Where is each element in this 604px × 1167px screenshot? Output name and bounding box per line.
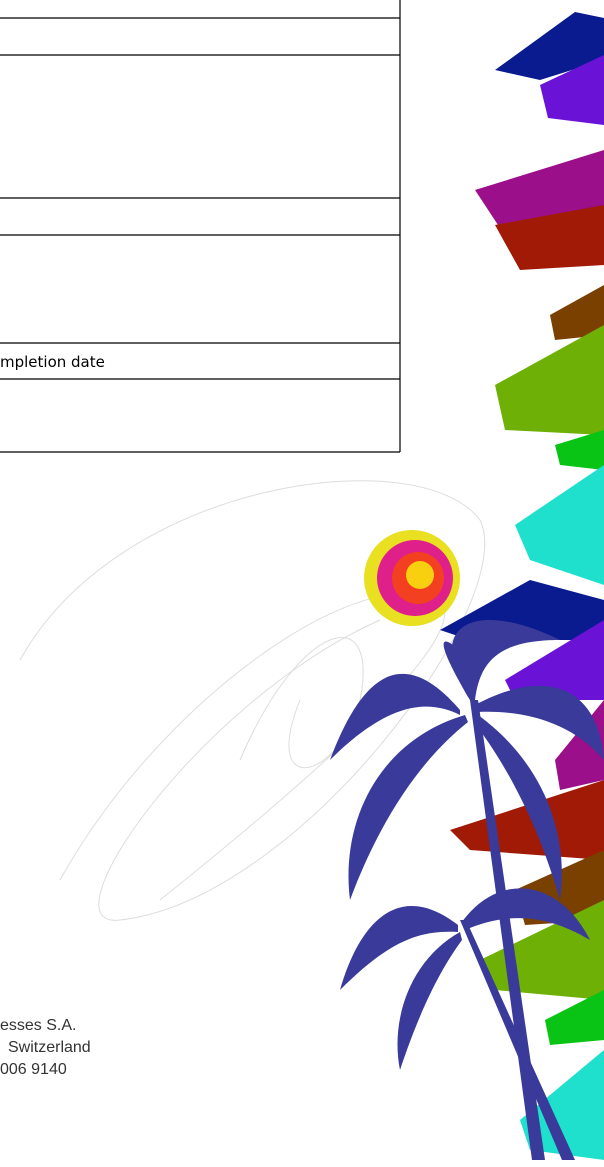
brush-strokes xyxy=(440,12,604,1160)
footer-line: 006 9140 xyxy=(0,1061,67,1078)
sun xyxy=(364,530,460,626)
footer-line: esses S.A. xyxy=(0,1017,76,1034)
footer-line: Switzerland xyxy=(8,1039,91,1056)
table-grid xyxy=(0,0,401,453)
palm-trees xyxy=(330,620,604,1160)
footer: esses S.A. Switzerland 006 9140 xyxy=(0,1017,91,1078)
completion-label: mpletion date xyxy=(0,353,105,371)
